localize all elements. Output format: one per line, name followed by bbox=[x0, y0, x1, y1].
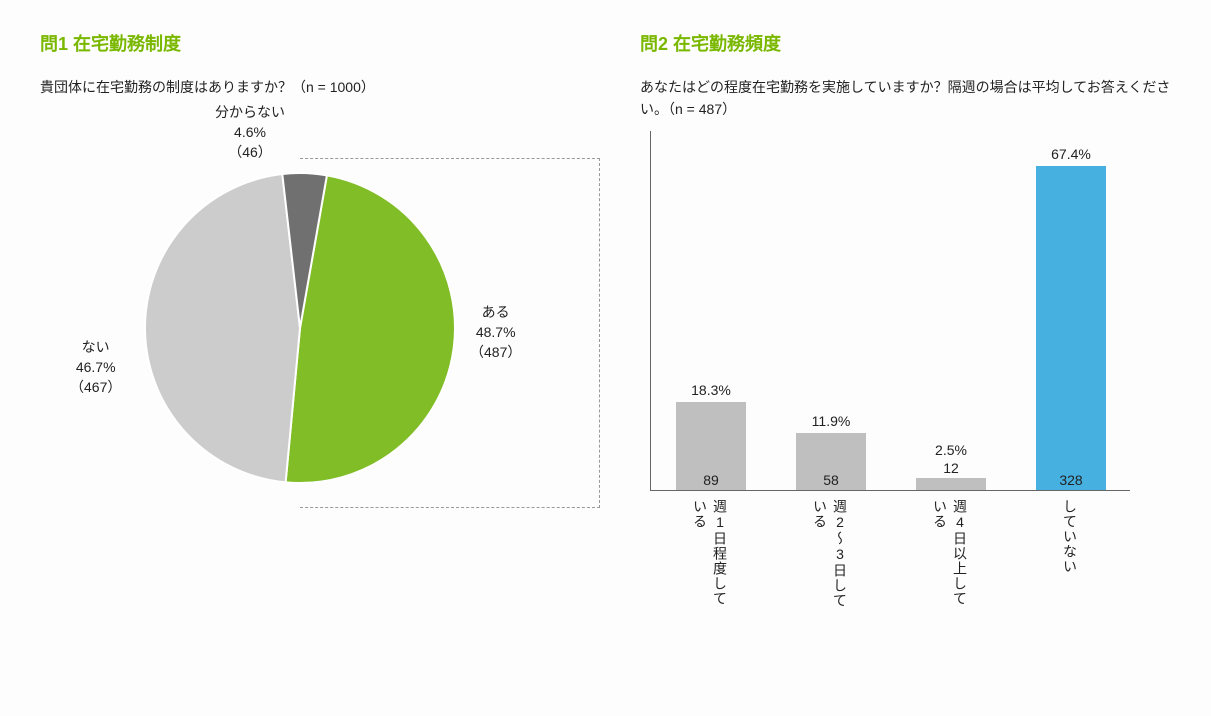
pie-label-no-count: （467） bbox=[70, 379, 121, 395]
pie-label-yes-count: （487） bbox=[470, 344, 521, 360]
bar-pct: 18.3% bbox=[676, 382, 746, 398]
q2-bar-area: 18.3%8911.9%582.5%1267.4%328 週1日程度している週2… bbox=[640, 131, 1160, 631]
q2-title: 問2 在宅勤務頻度 bbox=[640, 30, 1171, 56]
bar-pct: 11.9% bbox=[796, 413, 866, 429]
pie-label-yes-pct: 48.7% bbox=[476, 324, 516, 340]
pie-label-dk-text: 分からない bbox=[215, 104, 285, 120]
bar-xlabel: 週2～3日している bbox=[810, 491, 850, 611]
pie-label-yes-text: ある bbox=[482, 304, 510, 320]
pie-label-yes: ある 48.7% （487） bbox=[470, 303, 521, 362]
bar-xlabel: 週1日程度している bbox=[690, 491, 730, 611]
pie-label-no-pct: 46.7% bbox=[76, 359, 116, 375]
pie-label-no-text: ない bbox=[82, 339, 110, 355]
bar-xlabel: していない bbox=[1060, 491, 1080, 611]
q1-title: 問1 在宅勤務制度 bbox=[40, 30, 600, 56]
q1-panel: 問1 在宅勤務制度 貴団体に在宅勤務の制度はありますか？（n = 1000） 分… bbox=[40, 30, 600, 631]
bar-pct: 67.4% bbox=[1036, 146, 1106, 162]
bar: 67.4%328 bbox=[1036, 166, 1106, 490]
pie-slice bbox=[145, 174, 300, 482]
q2-bar-xlabels: 週1日程度している 週2～3日している 週4日以上している していない bbox=[650, 491, 1130, 611]
q2-question: あなたはどの程度在宅勤務を実施していますか？隔週の場合は平均してお答えください。… bbox=[640, 76, 1171, 121]
q2-panel: 問2 在宅勤務頻度 あなたはどの程度在宅勤務を実施していますか？隔週の場合は平均… bbox=[640, 30, 1171, 631]
bar-count: 89 bbox=[676, 472, 746, 488]
bar-xlabel: 週4日以上している bbox=[930, 491, 970, 611]
q2-bar-chart: 18.3%8911.9%582.5%1267.4%328 bbox=[650, 131, 1130, 491]
pie-label-dk-count: （46） bbox=[228, 144, 272, 160]
pie-label-dontknow: 分からない 4.6% （46） bbox=[215, 103, 285, 162]
bar: 2.5%12 bbox=[916, 478, 986, 490]
bar-count: 58 bbox=[796, 472, 866, 488]
q1-pie-area: 分からない 4.6% （46） ある 48.7% （487） ない 46.7% … bbox=[40, 108, 600, 588]
bar-pct: 2.5% bbox=[916, 442, 986, 458]
pie-label-no: ない 46.7% （467） bbox=[70, 338, 121, 397]
connector-dashed-box bbox=[300, 158, 600, 508]
bar: 11.9%58 bbox=[796, 433, 866, 490]
q1-question: 貴団体に在宅勤務の制度はありますか？（n = 1000） bbox=[40, 76, 600, 98]
bar-count: 328 bbox=[1036, 472, 1106, 488]
bar-count: 12 bbox=[916, 460, 986, 476]
bar: 18.3%89 bbox=[676, 402, 746, 490]
pie-label-dk-pct: 4.6% bbox=[234, 124, 266, 140]
